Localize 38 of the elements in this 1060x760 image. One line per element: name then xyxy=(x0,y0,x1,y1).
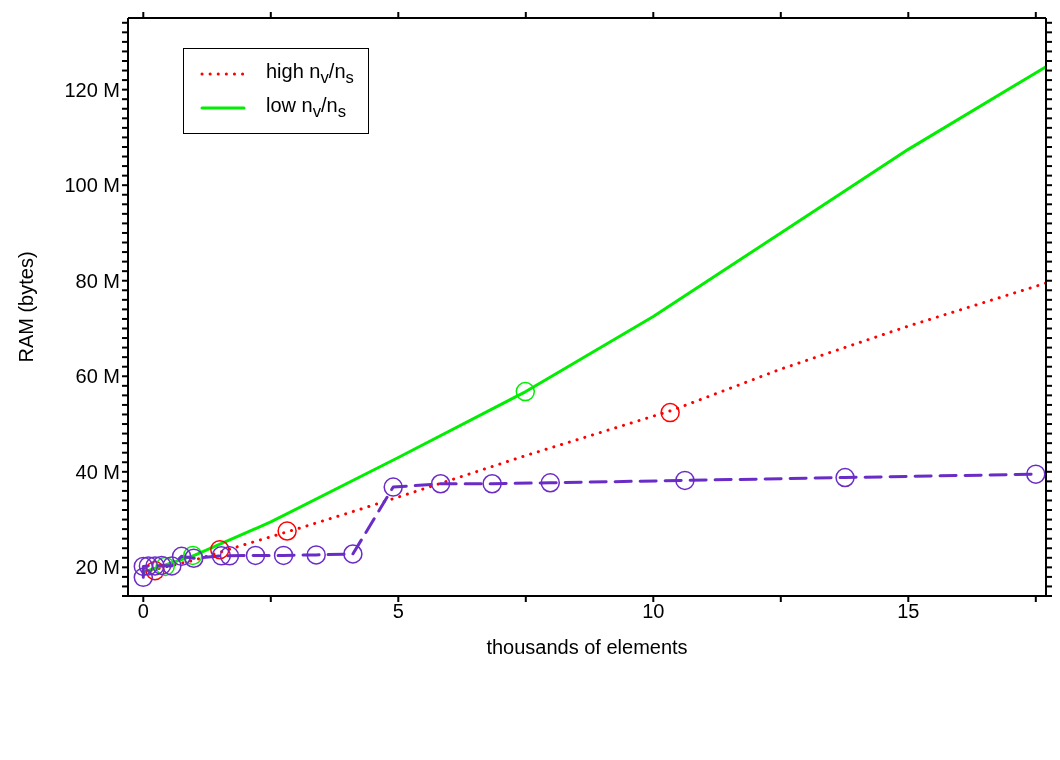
point xyxy=(133,556,154,577)
x-axis-title: thousands of elements xyxy=(486,636,688,658)
point xyxy=(1026,464,1046,484)
point xyxy=(343,544,363,564)
point xyxy=(211,546,232,566)
y-tick-label: 100 M xyxy=(64,174,120,197)
y-axis-title: RAM (bytes) xyxy=(15,251,38,363)
point xyxy=(171,546,192,567)
point xyxy=(219,546,240,566)
point xyxy=(482,473,502,494)
x-tick-label: 15 xyxy=(897,600,920,623)
point xyxy=(210,539,230,560)
point xyxy=(277,521,297,541)
point xyxy=(138,556,159,576)
y-tick-label: 20 M xyxy=(75,556,120,579)
point xyxy=(540,473,561,493)
y-tick-label: 40 M xyxy=(75,460,120,483)
point xyxy=(273,545,294,566)
point xyxy=(162,556,182,576)
y-tick-label: 120 M xyxy=(64,78,120,101)
point xyxy=(133,567,154,588)
point xyxy=(660,402,680,423)
x-tick-label: 10 xyxy=(642,600,665,623)
point xyxy=(145,560,165,581)
x-tick-label: 5 xyxy=(392,600,404,623)
y-tick-label: 80 M xyxy=(75,269,120,292)
point xyxy=(306,545,326,565)
point xyxy=(245,545,266,566)
point xyxy=(145,556,165,576)
point xyxy=(835,467,855,488)
legend-label: high n$_{v}$/n$_{s}$ xyxy=(266,60,354,88)
point xyxy=(430,473,451,494)
point xyxy=(675,470,695,491)
point xyxy=(515,381,536,402)
y-tick-label: 60 M xyxy=(75,365,120,388)
legend-label: low n$_{v}$/n$_{s}$ xyxy=(266,94,347,122)
x-tick-label: 0 xyxy=(137,600,149,623)
point xyxy=(383,477,403,497)
